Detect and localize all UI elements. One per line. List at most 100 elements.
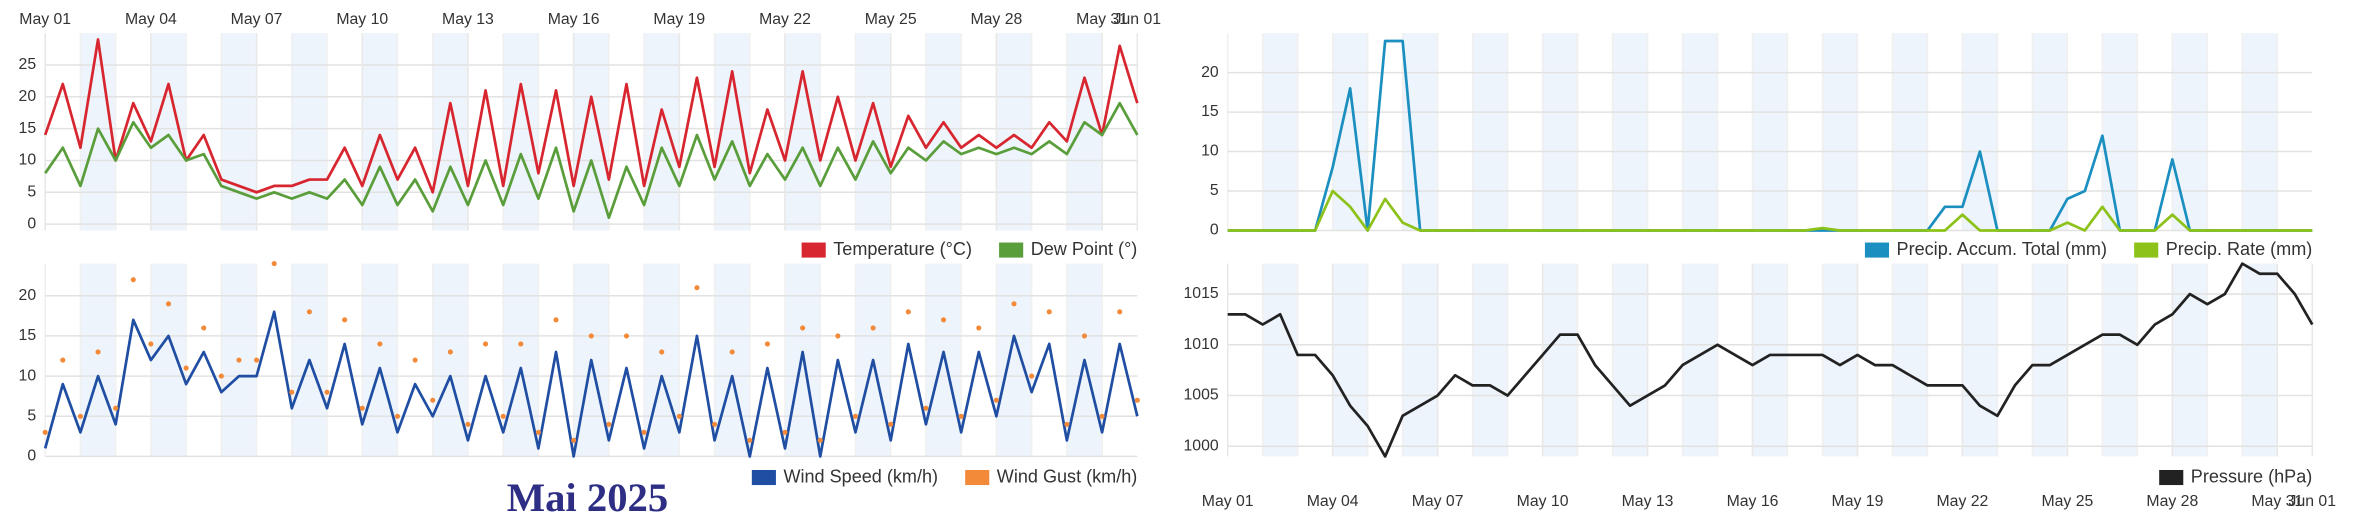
y-tick-label: 20 — [19, 88, 37, 105]
data-point — [800, 325, 806, 331]
legend-swatch — [999, 242, 1024, 258]
data-point — [747, 437, 753, 443]
data-point — [659, 349, 665, 355]
data-point — [254, 357, 260, 363]
data-point — [623, 333, 630, 339]
chart: 0 5 10 15 20 25 May 01 May 04 May 07 May 10 May 13… — [19, 11, 1162, 259]
data-point — [817, 437, 823, 443]
day-band — [80, 263, 116, 457]
y-tick-label: 1015 — [1184, 285, 1219, 302]
data-point — [359, 405, 365, 411]
data-point — [1064, 421, 1070, 427]
legend-label: Precip. Accum. Total (mm) — [1897, 239, 2107, 259]
day-band — [1472, 263, 1508, 457]
day-band — [2102, 263, 2138, 457]
x-tick-label: May 07 — [1412, 493, 1464, 510]
day-band — [1962, 263, 1998, 457]
data-line — [43, 310, 1139, 458]
data-point — [976, 325, 982, 331]
data-point — [923, 405, 929, 411]
data-point — [888, 421, 894, 427]
data-point — [236, 357, 242, 363]
data-point — [1099, 413, 1105, 419]
data-point — [324, 389, 330, 395]
day-band — [2032, 263, 2068, 457]
data-point — [588, 333, 594, 339]
data-point — [676, 413, 682, 419]
chart: 0 5 10 15 20 Precip. Accum. Total (mm) Precip.… — [1201, 33, 2313, 259]
data-point — [1117, 309, 1123, 315]
day-band — [1542, 33, 1578, 231]
data-point — [130, 277, 136, 283]
legend-label: Precip. Rate (mm) — [2166, 239, 2313, 259]
data-point — [1029, 373, 1035, 379]
day-band — [2242, 263, 2278, 457]
day-band — [2242, 33, 2278, 231]
day-band — [1682, 33, 1718, 231]
data-point — [77, 413, 83, 419]
data-point — [342, 317, 348, 323]
x-tick-label: May 10 — [336, 11, 388, 28]
day-band — [1822, 263, 1858, 457]
y-tick-label: 10 — [19, 367, 37, 384]
data-point — [201, 325, 207, 331]
data-point — [993, 397, 999, 403]
day-band — [925, 263, 962, 457]
x-tick-label: May 25 — [865, 11, 917, 28]
y-tick-label: 15 — [19, 120, 37, 137]
day-band — [1262, 33, 1298, 231]
legend-label: Dew Point (°) — [1031, 239, 1138, 259]
x-tick-label: May 13 — [442, 11, 494, 28]
y-tick-label: 0 — [1210, 222, 1219, 239]
x-tick-label: May 07 — [231, 11, 283, 28]
day-band — [1822, 33, 1858, 231]
data-point — [289, 389, 295, 395]
legend-swatch — [751, 469, 776, 486]
y-tick-label: 0 — [27, 215, 36, 232]
day-band — [925, 33, 962, 231]
data-point — [518, 341, 524, 347]
day-band — [1752, 33, 1788, 231]
day-band — [503, 33, 539, 231]
data-point — [183, 365, 189, 371]
day-band — [221, 33, 257, 231]
data-point — [218, 373, 224, 379]
data-point — [729, 349, 735, 355]
day-band — [644, 33, 680, 231]
data-point — [764, 341, 770, 347]
y-tick-label: 0 — [27, 448, 36, 465]
data-point — [412, 357, 418, 363]
day-band — [1962, 33, 1998, 231]
data-point — [711, 421, 718, 427]
day-band — [1612, 263, 1648, 457]
page-title: Mai 2025 — [507, 475, 668, 520]
data-point — [870, 325, 876, 331]
day-band — [2102, 33, 2138, 231]
data-point — [165, 301, 172, 307]
data-line — [1227, 262, 2314, 458]
y-tick-label: 20 — [19, 287, 37, 304]
legend-swatch — [965, 469, 990, 486]
data-point — [60, 357, 66, 363]
data-point — [1134, 397, 1140, 403]
day-band — [362, 33, 398, 231]
x-tick-label: May 01 — [19, 11, 71, 28]
data-point — [553, 317, 559, 323]
x-tick-label: May 19 — [1832, 493, 1884, 510]
data-point — [447, 349, 453, 355]
data-point — [271, 261, 277, 267]
y-tick-label: 5 — [27, 407, 36, 424]
legend-swatch — [2134, 242, 2159, 258]
day-band — [1262, 263, 1298, 457]
day-band — [855, 33, 891, 231]
data-point — [394, 413, 401, 419]
x-tick-label: May 10 — [1517, 493, 1569, 510]
x-tick-label: May 31 — [1076, 11, 1128, 28]
data-point — [95, 349, 101, 355]
data-point — [1081, 333, 1088, 339]
y-tick-label: 1000 — [1184, 437, 1219, 454]
data-line — [1227, 189, 2313, 232]
day-band — [432, 263, 468, 457]
day-band — [1752, 263, 1788, 457]
